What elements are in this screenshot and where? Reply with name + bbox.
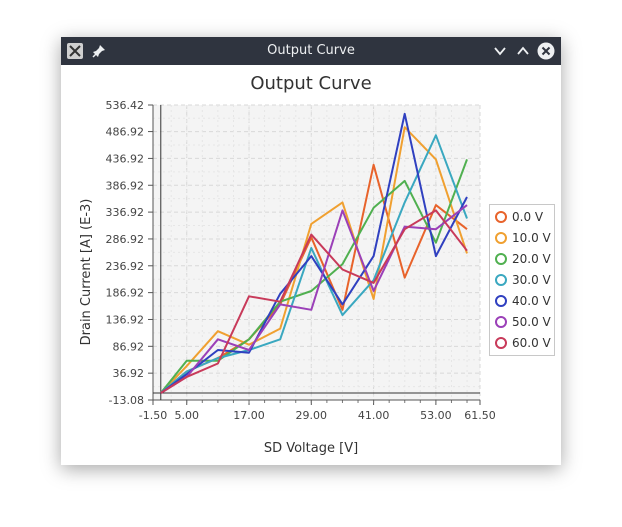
- legend-label: 20.0 V: [512, 252, 551, 266]
- legend-swatch: [495, 295, 507, 307]
- y-tick-label: 136.92: [106, 313, 145, 326]
- x-tick-label: 41.00: [358, 409, 390, 422]
- series-line: [160, 209, 468, 394]
- output-curve-chart: Output Curve 536.42 486.92 436.92 386.92 336…: [79, 73, 496, 456]
- chart-window: Output Curve Output Curve 536.42 486.92 43…: [61, 37, 561, 465]
- y-tick-label: 436.92: [106, 152, 145, 165]
- legend-item: 20.0 V: [495, 250, 551, 268]
- legend: 0.0 V 10.0 V 20.0 V 30.0 V 40.0 V 50.0 V 60.0 …: [489, 204, 555, 356]
- y-tick-label: 286.92: [106, 233, 145, 246]
- title-bar[interactable]: Output Curve: [61, 37, 561, 65]
- series-line: [160, 159, 468, 394]
- app-x-icon: [66, 42, 84, 60]
- legend-swatch: [495, 274, 507, 286]
- pin-icon[interactable]: [90, 42, 108, 60]
- y-tick-label: 486.92: [106, 126, 145, 139]
- x-tick-label: 53.00: [420, 409, 452, 422]
- legend-item: 50.0 V: [495, 313, 551, 331]
- series-line: [160, 204, 468, 394]
- x-tick-label: 17.00: [233, 409, 265, 422]
- x-tick-label: 29.00: [296, 409, 328, 422]
- x-tick-label: -1.50: [139, 409, 167, 422]
- chevron-up-icon[interactable]: [514, 42, 532, 60]
- legend-item: 40.0 V: [495, 292, 551, 310]
- y-tick-label: 86.92: [113, 340, 145, 353]
- y-tick-label: 36.92: [113, 367, 145, 380]
- series-line: [160, 126, 468, 394]
- y-tick-label: 536.42: [106, 99, 145, 112]
- y-tick-label: 336.92: [106, 206, 145, 219]
- legend-label: 30.0 V: [512, 273, 551, 287]
- chevron-down-icon[interactable]: [491, 42, 509, 60]
- y-tick-label: 236.92: [106, 260, 145, 273]
- legend-item: 0.0 V: [495, 208, 543, 226]
- legend-swatch: [495, 253, 507, 265]
- x-tick-label: 5.00: [174, 409, 199, 422]
- window-title: Output Curve: [267, 43, 355, 58]
- x-tick-label: 61.50: [464, 409, 496, 422]
- legend-item: 10.0 V: [495, 229, 551, 247]
- legend-swatch: [495, 211, 507, 223]
- legend-label: 10.0 V: [512, 231, 551, 245]
- legend-swatch: [495, 316, 507, 328]
- x-axis-label: SD Voltage [V]: [264, 441, 358, 456]
- close-icon[interactable]: [537, 42, 555, 60]
- legend-swatch: [495, 337, 507, 349]
- legend-item: 60.0 V: [495, 334, 551, 352]
- series-line: [160, 112, 468, 394]
- y-tick-label: 186.92: [106, 287, 145, 300]
- legend-label: 60.0 V: [512, 336, 551, 350]
- legend-label: 40.0 V: [512, 294, 551, 308]
- y-axis-label: Drain Current [A] (E-3): [79, 199, 94, 346]
- series-line: [160, 134, 468, 394]
- y-tick-label: -13.08: [109, 394, 144, 407]
- legend-label: 0.0 V: [512, 210, 544, 224]
- legend-item: 30.0 V: [495, 271, 551, 289]
- y-tick-label: 386.92: [106, 179, 145, 192]
- chart-title: Output Curve: [250, 73, 371, 94]
- legend-label: 50.0 V: [512, 315, 551, 329]
- legend-swatch: [495, 232, 507, 244]
